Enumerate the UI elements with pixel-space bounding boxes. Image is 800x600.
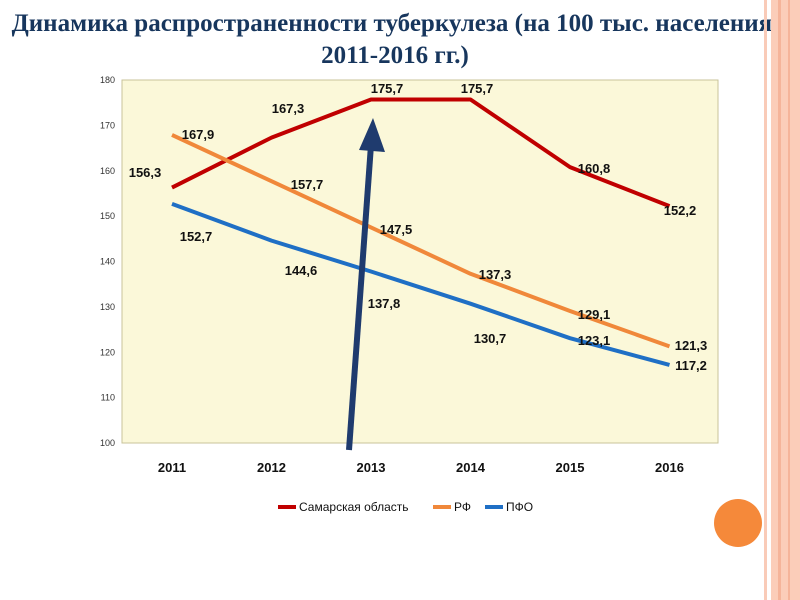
data-label: 121,3 — [675, 338, 708, 353]
data-label: 123,1 — [578, 333, 611, 348]
data-label: 147,5 — [380, 222, 413, 237]
data-label: 167,3 — [272, 101, 305, 116]
data-label: 175,7 — [461, 81, 494, 96]
x-tick-label: 2014 — [456, 460, 486, 475]
legend-label: РФ — [454, 500, 471, 514]
x-tick-label: 2011 — [158, 460, 186, 475]
y-tick-label: 120 — [100, 347, 115, 357]
data-label: 167,9 — [182, 127, 215, 142]
data-label: 156,3 — [129, 165, 162, 180]
data-label: 152,2 — [664, 203, 697, 218]
plot-area — [121, 79, 719, 444]
series-line-0 — [171, 97, 671, 209]
y-tick-label: 160 — [100, 166, 115, 176]
x-tick-label: 2015 — [556, 460, 585, 475]
annotation-arrow — [346, 118, 385, 451]
y-tick-label: 100 — [100, 438, 115, 448]
slide-title: Динамика распространенности туберкулеза … — [11, 10, 779, 69]
x-tick-label: 2016 — [655, 460, 684, 475]
x-tick-label: 2012 — [257, 460, 286, 475]
decorative-stripes — [764, 0, 800, 600]
data-label: 130,7 — [474, 331, 507, 346]
y-tick-label: 150 — [100, 211, 115, 221]
legend-label: Самарская область — [299, 500, 409, 514]
y-tick-label: 140 — [100, 257, 115, 267]
legend-label: ПФО — [506, 500, 533, 514]
y-tick-label: 180 — [100, 75, 115, 85]
data-label: 137,8 — [368, 296, 401, 311]
series-line-1 — [171, 133, 671, 349]
data-label: 129,1 — [578, 307, 611, 322]
y-tick-label: 170 — [100, 120, 115, 130]
data-label: 152,7 — [180, 229, 213, 244]
y-tick-label: 110 — [101, 393, 115, 403]
data-label: 160,8 — [578, 161, 611, 176]
data-label: 175,7 — [371, 81, 404, 96]
decorative-circle — [714, 499, 762, 547]
series-line-2 — [171, 201, 671, 367]
data-label: 144,6 — [285, 263, 318, 278]
data-label: 117,2 — [675, 358, 707, 373]
x-tick-label: 2013 — [357, 460, 386, 475]
y-tick-label: 130 — [100, 302, 115, 312]
data-label: 157,7 — [291, 177, 324, 192]
data-label: 137,3 — [479, 267, 512, 282]
